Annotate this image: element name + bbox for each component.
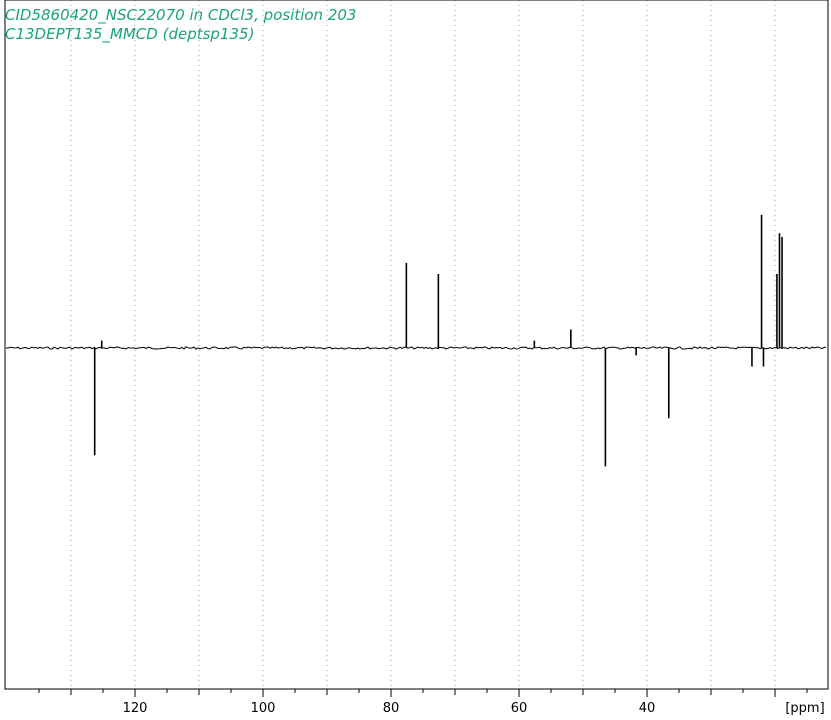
x-axis: 120 100 80 60 40 — [38, 689, 808, 716]
x-axis-unit-label: [ppm] — [785, 701, 824, 716]
experiment-title: C13DEPT135_MMCD (deptsp135) — [5, 25, 255, 43]
x-tick-label: 40 — [639, 701, 656, 716]
x-tick-label: 100 — [251, 701, 276, 716]
sample-title: CID5860420_NSC22070 in CDCl3, position 2… — [5, 6, 357, 24]
x-tick-label: 80 — [383, 701, 400, 716]
grid-lines — [70, 0, 776, 689]
x-tick-label: 60 — [511, 701, 528, 716]
x-tick-label: 120 — [123, 701, 148, 716]
spectrum-trace — [5, 214, 827, 467]
baseline-trace — [5, 346, 827, 350]
plot-frame — [4, 0, 829, 690]
